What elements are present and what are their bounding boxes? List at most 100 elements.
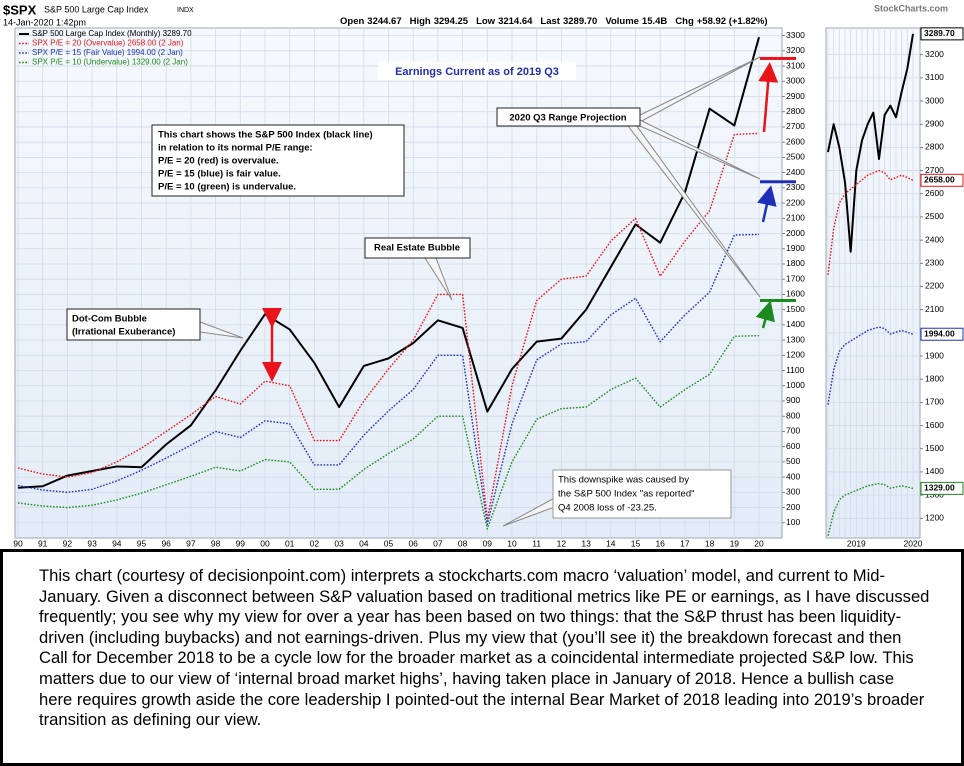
series-line bbox=[17, 36, 760, 489]
y-tick-label: 1600 bbox=[925, 420, 944, 430]
y-tick-label: 2500 bbox=[786, 152, 805, 162]
x-tick-label: 96 bbox=[161, 538, 171, 548]
y-tick-label: 2600 bbox=[786, 136, 805, 146]
y-tick-label: 700 bbox=[786, 426, 800, 436]
y-tick-label: 1500 bbox=[925, 443, 944, 453]
y-tick-label: 2300 bbox=[925, 258, 944, 268]
value-label-box bbox=[920, 27, 964, 41]
x-tick-label: 01 bbox=[285, 538, 295, 548]
annotation-text: Real Estate Bubble bbox=[374, 243, 460, 254]
x-tick-label: 99 bbox=[236, 538, 246, 548]
y-tick-label: 2300 bbox=[786, 182, 805, 192]
annotation-text: This downspike was caused by bbox=[558, 475, 689, 486]
legend-label: SPX P/E = 10 (Undervalue) 1329.00 (2 Jan… bbox=[32, 58, 188, 67]
value-label: 3289.70 bbox=[924, 28, 955, 38]
value-label: 2658.00 bbox=[924, 175, 955, 185]
x-tick-label: 12 bbox=[557, 538, 567, 548]
x-tick-label: 16 bbox=[655, 538, 665, 548]
quote-value: 3294.25 bbox=[434, 16, 469, 27]
annotation: This downspike was caused by the S&P 500… bbox=[552, 469, 732, 519]
series-line bbox=[17, 334, 760, 530]
annotation: This chart shows the S&P 500 Index (blac… bbox=[151, 124, 405, 197]
y-tick-label: 100 bbox=[786, 517, 800, 527]
y-tick-label: 1700 bbox=[786, 273, 805, 283]
x-tick-label: 05 bbox=[384, 538, 394, 548]
x-tick-label: 06 bbox=[408, 538, 418, 548]
x-tick-label: 2019 bbox=[847, 538, 866, 548]
y-tick-label: 1300 bbox=[786, 334, 805, 344]
annotation-text: P/E = 20 (red) is overvalue. bbox=[158, 156, 279, 167]
projection-level bbox=[760, 56, 796, 60]
index-name: S&P 500 Large Cap Index bbox=[44, 4, 149, 14]
y-tick-label: 1000 bbox=[786, 380, 805, 390]
annotation-box bbox=[378, 62, 576, 80]
x-tick-label: 14 bbox=[606, 538, 616, 548]
annotation-text: in relation to its normal P/E range: bbox=[158, 143, 313, 154]
value-label: 1994.00 bbox=[924, 328, 955, 338]
y-tick-label: 2900 bbox=[925, 118, 944, 128]
arrow bbox=[758, 62, 779, 133]
series-line bbox=[827, 169, 914, 275]
annotation-text: P/E = 15 (blue) is fair value. bbox=[158, 169, 281, 180]
x-tick-label: 17 bbox=[680, 538, 690, 548]
value-label-box bbox=[920, 481, 964, 495]
x-tick-label: 03 bbox=[334, 538, 344, 548]
annotation-text: Earnings Current as of 2019 Q3 bbox=[395, 66, 559, 78]
y-tick-label: 1400 bbox=[925, 466, 944, 476]
y-tick-label: 1900 bbox=[925, 350, 944, 360]
annotation-text: This chart shows the S&P 500 Index (blac… bbox=[158, 130, 373, 141]
y-tick-label: 2500 bbox=[925, 211, 944, 221]
quote-value: 3289.70 bbox=[563, 16, 597, 27]
legend-label: SPX P/E = 15 (Fair Value) 1994.00 (2 Jan… bbox=[32, 48, 183, 57]
quote-line: Open 3244.67 High 3294.25 Low 3214.64 Last 3289… bbox=[340, 16, 768, 27]
y-tick-label: 3000 bbox=[786, 76, 805, 86]
annotation-text: the S&P 500 Index "as reported" bbox=[558, 489, 695, 500]
x-tick-label: 15 bbox=[631, 538, 641, 548]
quote-label: Low bbox=[476, 16, 496, 27]
y-tick-label: 2900 bbox=[786, 91, 805, 101]
x-tick-label: 98 bbox=[211, 538, 221, 548]
y-tick-label: 1800 bbox=[925, 373, 944, 383]
y-tick-label: 2200 bbox=[786, 197, 805, 207]
annotation-box bbox=[66, 308, 201, 341]
x-tick-label: 20 bbox=[754, 538, 764, 548]
x-tick-label: 91 bbox=[38, 538, 48, 548]
y-tick-label: 1400 bbox=[786, 319, 805, 329]
x-tick-label: 02 bbox=[310, 538, 320, 548]
y-tick-label: 2100 bbox=[786, 213, 805, 223]
annotation-text: (Irrational Exuberance) bbox=[72, 327, 175, 338]
y-tick-label: 400 bbox=[786, 471, 800, 481]
series-line bbox=[827, 326, 914, 405]
x-tick-label: 18 bbox=[705, 538, 715, 548]
y-tick-label: 1100 bbox=[786, 365, 805, 375]
annotation-text: Q4 2008 loss of -23.25. bbox=[558, 503, 657, 514]
y-tick-label: 2400 bbox=[786, 167, 805, 177]
y-tick-label: 2000 bbox=[786, 228, 805, 238]
quote-value: 3244.67 bbox=[367, 16, 401, 27]
x-tick-label: 90 bbox=[13, 538, 23, 548]
y-tick-label: 1200 bbox=[786, 350, 805, 360]
arrows bbox=[262, 62, 779, 382]
annotation: Dot-Com Bubble (Irrational Exuberance) bbox=[66, 308, 201, 341]
quote-value: +58.92 (+1.82%) bbox=[697, 16, 768, 27]
y-tick-label: 2800 bbox=[925, 142, 944, 152]
annotation-text: P/E = 10 (green) is undervalue. bbox=[158, 182, 296, 193]
y-tick-label: 1800 bbox=[786, 258, 805, 268]
y-tick-label: 3300 bbox=[786, 30, 805, 40]
legend-label: S&P 500 Large Cap Index (Monthly) 3289.7… bbox=[32, 29, 192, 38]
y-tick-label: 200 bbox=[786, 502, 800, 512]
y-tick-label: 2200 bbox=[925, 281, 944, 291]
annotation-box bbox=[552, 469, 732, 519]
annotation-text: 2020 Q3 Range Projection bbox=[509, 113, 626, 124]
y-tick-label: 2800 bbox=[786, 106, 805, 116]
arrow bbox=[755, 300, 775, 329]
projection-level bbox=[760, 180, 796, 184]
x-tick-label: 08 bbox=[458, 538, 468, 548]
y-tick-label: 3100 bbox=[786, 60, 805, 70]
y-tick-label: 2600 bbox=[925, 188, 944, 198]
y-tick-label: 500 bbox=[786, 456, 800, 466]
y-tick-label: 800 bbox=[786, 410, 800, 420]
annotation: Earnings Current as of 2019 Q3 bbox=[378, 62, 576, 80]
y-tick-label: 600 bbox=[786, 441, 800, 451]
y-tick-label: 2700 bbox=[786, 121, 805, 131]
